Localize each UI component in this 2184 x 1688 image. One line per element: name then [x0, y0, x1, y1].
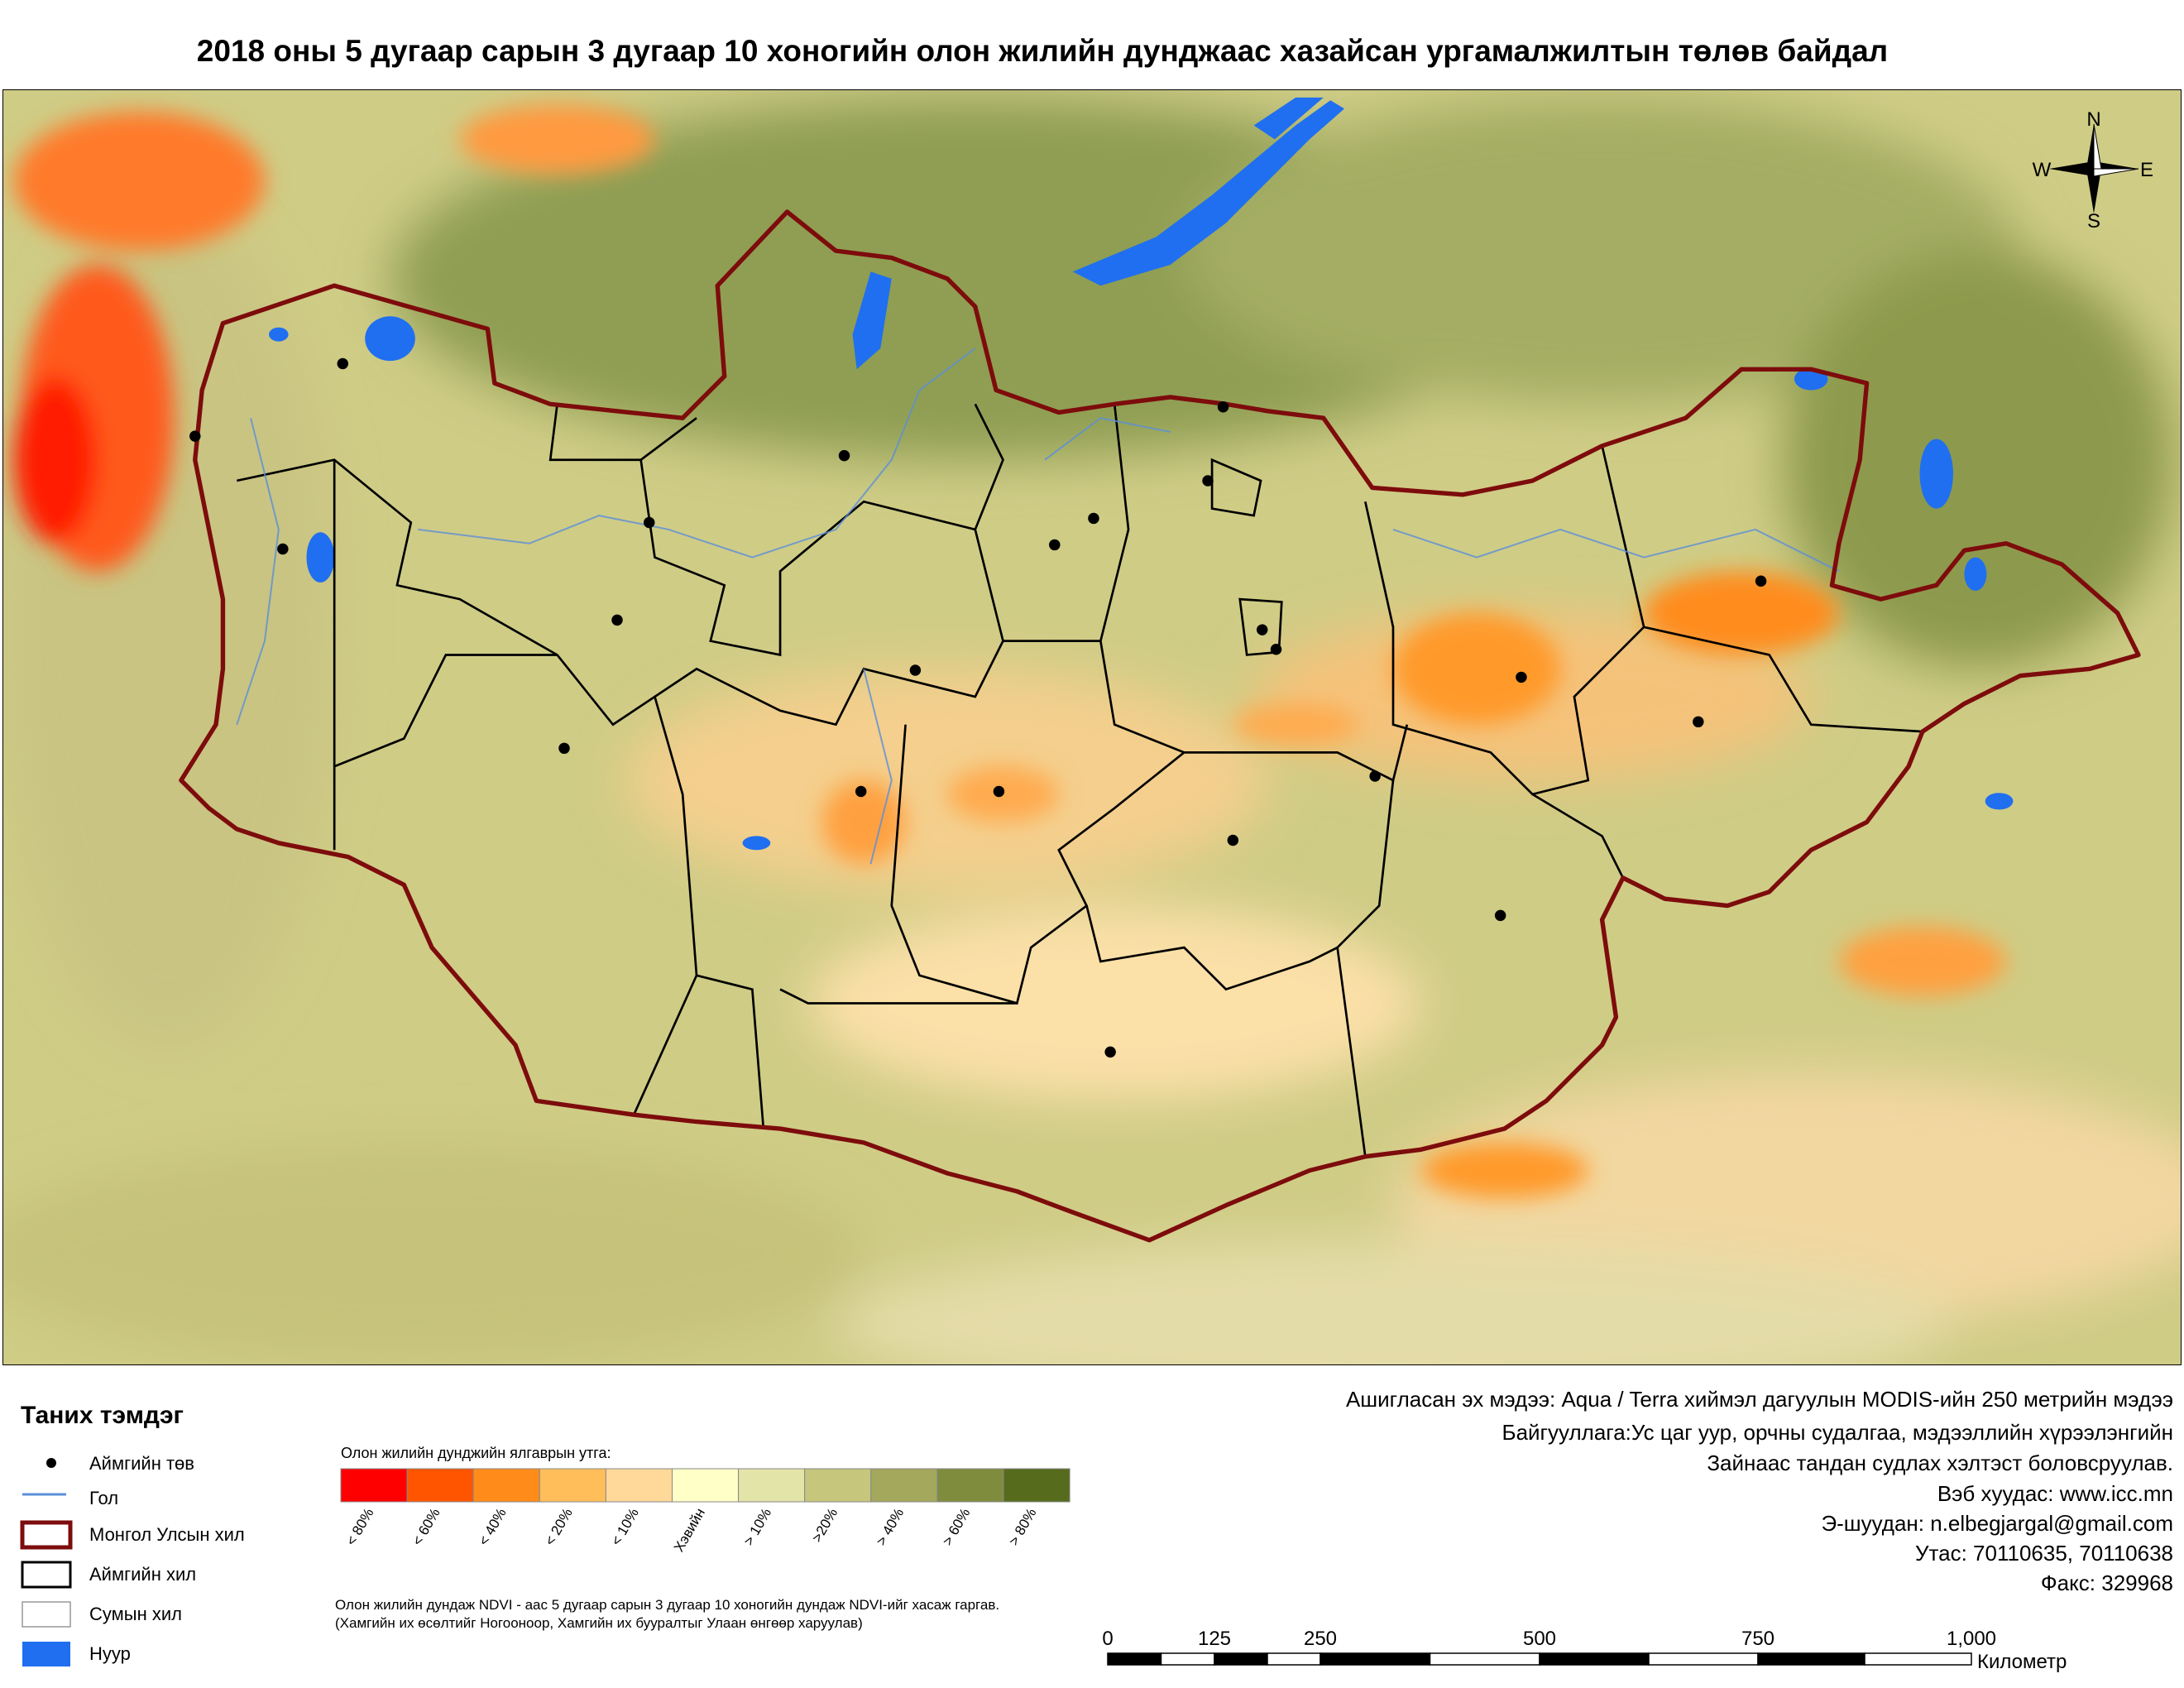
color-swatch	[406, 1468, 474, 1503]
compass-label: E	[2140, 159, 2153, 181]
scale-bar-label: 750	[1741, 1628, 1774, 1650]
lake	[1964, 557, 1987, 592]
vegetation-patches	[2, 97, 2182, 1365]
lake	[365, 316, 415, 362]
credit-line: Байгууллага:Ус цаг уур, орчны судалгаа, …	[1502, 1420, 2173, 1445]
color-swatch	[472, 1468, 540, 1503]
color-swatch	[605, 1468, 673, 1503]
color-class-label: < 20%	[542, 1506, 576, 1549]
scale-bar-segment	[1320, 1652, 1431, 1666]
scale-bar-segment	[1757, 1652, 1866, 1666]
legend-title: Таних тэмдэг	[21, 1402, 184, 1429]
color-class-label: < 80%	[343, 1506, 377, 1549]
lake	[1072, 100, 1345, 286]
color-swatch	[1003, 1468, 1070, 1503]
scale-bar-segment	[1429, 1652, 1540, 1666]
scale-bar-label: 1,000	[1947, 1628, 1996, 1650]
color-class-label: > 10%	[740, 1506, 774, 1549]
compass-label: N	[2086, 108, 2100, 131]
color-scale-title: Олон жилийн дунджийн ялгаврын утга:	[341, 1445, 611, 1461]
credit-line: Вэб хуудас: www.icc.mn	[1937, 1481, 2173, 1506]
scale-bar-label: 250	[1304, 1628, 1337, 1650]
lake	[269, 327, 289, 342]
map-body: N W E S	[2, 89, 2182, 1365]
color-class-label: > 60%	[940, 1506, 974, 1549]
scale-bar-label: 0	[1102, 1628, 1113, 1650]
scale-bar-segment	[1267, 1652, 1321, 1666]
legend-label: Нуур	[89, 1643, 131, 1664]
province-centers	[189, 357, 1767, 1058]
legend-label: Сумын хил	[89, 1604, 182, 1624]
credit-line: Зайнаас тандан судлах хэлтэст боловсруул…	[1707, 1451, 2173, 1475]
color-class-label: < 40%	[476, 1506, 510, 1549]
color-swatch	[870, 1468, 938, 1503]
credits: Ашигласан эх мэдээ: Aqua / Terra хиймэл …	[1346, 1387, 2173, 1595]
legend-label: Гол	[89, 1488, 118, 1508]
legend-symbol	[20, 1520, 73, 1550]
compass-rose: N W E S	[2033, 108, 2153, 233]
lake	[1985, 793, 2014, 810]
color-swatch	[936, 1468, 1004, 1503]
legend-label: Аймгийн хил	[89, 1564, 196, 1585]
scale-bar-segment	[1539, 1652, 1650, 1666]
lake	[1919, 439, 1953, 509]
legend-label: Аймгийн төв	[89, 1453, 194, 1474]
credit-line: Факс: 329968	[2041, 1571, 2173, 1595]
legend: Таних тэмдэг Аймгийн төв Гол Монгол Улсын …	[20, 1402, 1070, 1666]
color-swatch	[672, 1468, 740, 1503]
color-class-label: < 60%	[410, 1506, 443, 1549]
color-swatch	[539, 1468, 606, 1503]
scale-bar-label: 125	[1198, 1628, 1231, 1650]
map-title: 2018 оны 5 дугаар сарын 3 дугаар 10 хоно…	[197, 34, 1888, 68]
color-class-label: < 10%	[608, 1506, 642, 1549]
legend-label: Монгол Улсын хил	[89, 1524, 245, 1545]
compass-label: W	[2033, 159, 2052, 181]
legend-symbol	[22, 1601, 71, 1628]
scale-bar-label: 500	[1523, 1628, 1556, 1650]
lake	[1253, 97, 1324, 140]
color-class-label: > 40%	[874, 1506, 908, 1549]
color-swatch	[340, 1468, 408, 1503]
credit-line: Утас: 70110635, 70110638	[1915, 1541, 2173, 1566]
scale-bar-unit: Километр	[1977, 1651, 2067, 1673]
scale-bar-segment	[1648, 1652, 1759, 1666]
color-class-label: Хэвийн	[671, 1506, 708, 1555]
note: (Хамгийн их өсөлтийг Ногооноор, Хамгийн …	[335, 1615, 863, 1631]
lake	[852, 271, 892, 370]
scale-bar-segment	[1107, 1652, 1162, 1666]
color-class-label: > 80%	[1006, 1506, 1040, 1549]
scale-bar-segment	[1864, 1652, 1972, 1666]
province-borders	[236, 403, 1923, 1157]
legend-symbol	[21, 1561, 72, 1589]
lakes	[269, 97, 2014, 851]
color-swatch	[738, 1468, 806, 1503]
lake	[306, 532, 335, 583]
credit-line: Э-шуудан: n.elbegjargal@gmail.com	[1821, 1511, 2173, 1536]
legend-symbol	[22, 1642, 70, 1666]
color-class-label: >20%	[809, 1506, 841, 1546]
lake	[742, 836, 771, 851]
scale-bar-segment	[1160, 1652, 1215, 1666]
scale-bar-segment	[1214, 1652, 1268, 1666]
compass-label: S	[2087, 210, 2100, 233]
rivers	[236, 348, 1840, 865]
credit-line: Ашигласан эх мэдээ: Aqua / Terra хиймэл …	[1346, 1387, 2173, 1412]
note: Олон жилийн дундаж NDVI - аас 5 дугаар с…	[335, 1597, 999, 1613]
color-swatch	[804, 1468, 872, 1503]
national-border	[179, 209, 2141, 1243]
legend-symbol	[46, 1458, 56, 1468]
